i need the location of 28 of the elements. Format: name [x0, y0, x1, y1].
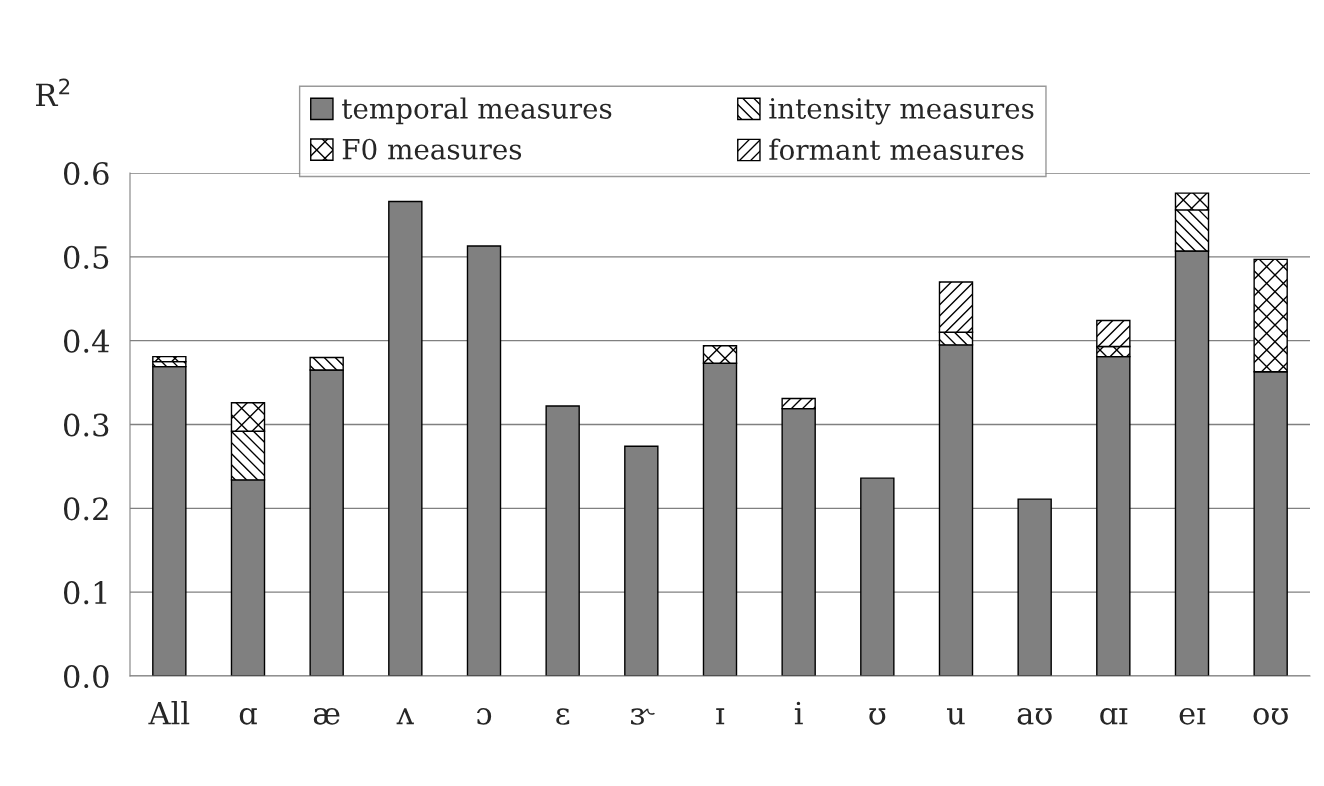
y-axis-title: R$^{2}$ [36, 78, 70, 107]
x-tick-label: oʊ [1253, 707, 1288, 725]
x-tick-label: ɪ [716, 708, 725, 725]
legend-label: F0 measures [342, 138, 522, 160]
y-tick-label: 0.5 [63, 245, 109, 269]
x-tick-label: ɛ [556, 708, 570, 725]
y-tick-label: 0.3 [63, 413, 109, 437]
x-tick-label: aʊ [1017, 707, 1052, 725]
y-tick-label: 0.4 [63, 329, 110, 353]
x-tick-label: i [794, 701, 803, 725]
x-tick-label: ʊ [869, 708, 886, 725]
y-tick-label: 0.6 [63, 161, 109, 186]
y-tick-label: 0.0 [63, 664, 109, 689]
x-tick-label: ɑɪ [1100, 707, 1128, 725]
x-tick-label: ɔ [476, 707, 492, 725]
x-tick-label: u [946, 708, 965, 725]
x-tick-label: æ [313, 707, 340, 725]
legend-label: formant measures [769, 138, 1024, 161]
legend-label: intensity measures [769, 98, 1034, 125]
x-tick-label: ʌ [396, 708, 414, 725]
y-tick-label: 0.2 [63, 497, 108, 521]
y-tick-label: 0.1 [63, 581, 107, 605]
bar [152, 355, 187, 363]
x-tick-label: All [148, 701, 190, 725]
x-tick-label: ɝ [631, 708, 655, 725]
x-tick-label: eɪ [1179, 707, 1206, 725]
x-tick-label: ɑ [239, 707, 257, 725]
legend-label: temporal measures [342, 97, 612, 125]
